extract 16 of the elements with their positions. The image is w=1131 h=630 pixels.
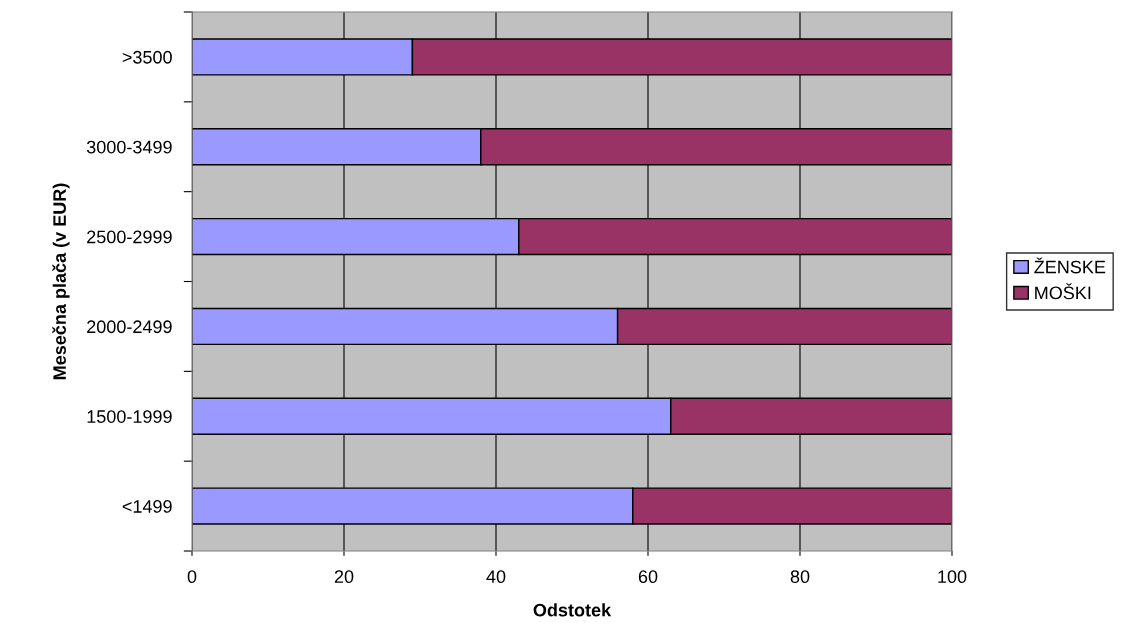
x-axis-title: Odstotek bbox=[533, 603, 612, 617]
y-tick-label: 1500-1999 bbox=[87, 410, 172, 423]
x-tick-label: 0 bbox=[187, 570, 197, 584]
legend-label: ŽENSKE bbox=[1034, 257, 1106, 274]
x-tick-label: 60 bbox=[638, 570, 658, 584]
y-axis-title: Mesečna plača (v EUR) bbox=[52, 183, 70, 380]
y-tick-label: 3000-3499 bbox=[86, 140, 172, 154]
legend-label: MOŠKI bbox=[1035, 283, 1091, 300]
x-tick-label: 20 bbox=[334, 570, 354, 584]
y-tick-label: 2000-2499 bbox=[87, 320, 172, 334]
y-tick-label: <1499 bbox=[122, 500, 172, 513]
x-tick-label: 80 bbox=[790, 570, 810, 584]
x-tick-label: 40 bbox=[486, 570, 506, 584]
x-tick-label: 100 bbox=[938, 570, 967, 584]
y-tick-label: >3500 bbox=[122, 50, 172, 64]
y-tick-label: 2500-2999 bbox=[87, 230, 172, 244]
